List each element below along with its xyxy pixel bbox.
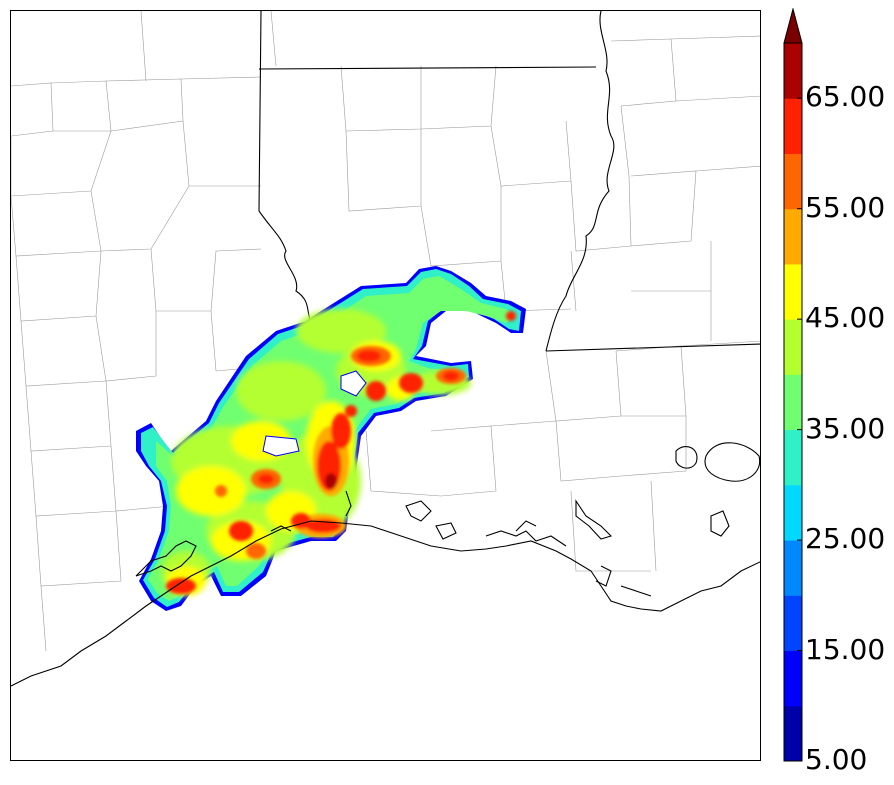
colorbar-tick-label: 45.00 bbox=[805, 301, 886, 335]
colorbar-band bbox=[784, 595, 802, 652]
coastline bbox=[11, 442, 760, 687]
colorbar-band bbox=[784, 98, 802, 154]
colorbar-band bbox=[784, 208, 802, 265]
colorbar-band bbox=[784, 153, 802, 210]
colorbar-extend-arrow bbox=[783, 8, 803, 44]
colorbar-band bbox=[784, 319, 802, 375]
colorbar-band bbox=[784, 429, 802, 486]
colorbar-tick-label: 25.00 bbox=[805, 522, 886, 556]
colorbar-tick-label: 5.00 bbox=[805, 743, 868, 776]
colorbar-band bbox=[784, 705, 802, 762]
colorbar-band bbox=[784, 43, 802, 99]
colorbar bbox=[783, 8, 803, 762]
colorbar-band bbox=[784, 374, 802, 431]
colorbar-tick-label: 35.00 bbox=[805, 411, 886, 445]
colorbar-band bbox=[784, 263, 802, 320]
colorbar-band bbox=[784, 650, 802, 707]
colorbar-band bbox=[784, 540, 802, 596]
colorbar-tick-label: 55.00 bbox=[805, 190, 886, 224]
map-panel bbox=[10, 10, 761, 761]
map-canvas bbox=[11, 11, 760, 687]
colorbar-tick-label: 15.00 bbox=[805, 632, 886, 666]
county-boundaries bbox=[11, 11, 760, 652]
colorbar-tick-label: 65.00 bbox=[805, 80, 886, 114]
colorbar-band bbox=[784, 484, 802, 541]
reflectivity-field bbox=[136, 266, 526, 611]
